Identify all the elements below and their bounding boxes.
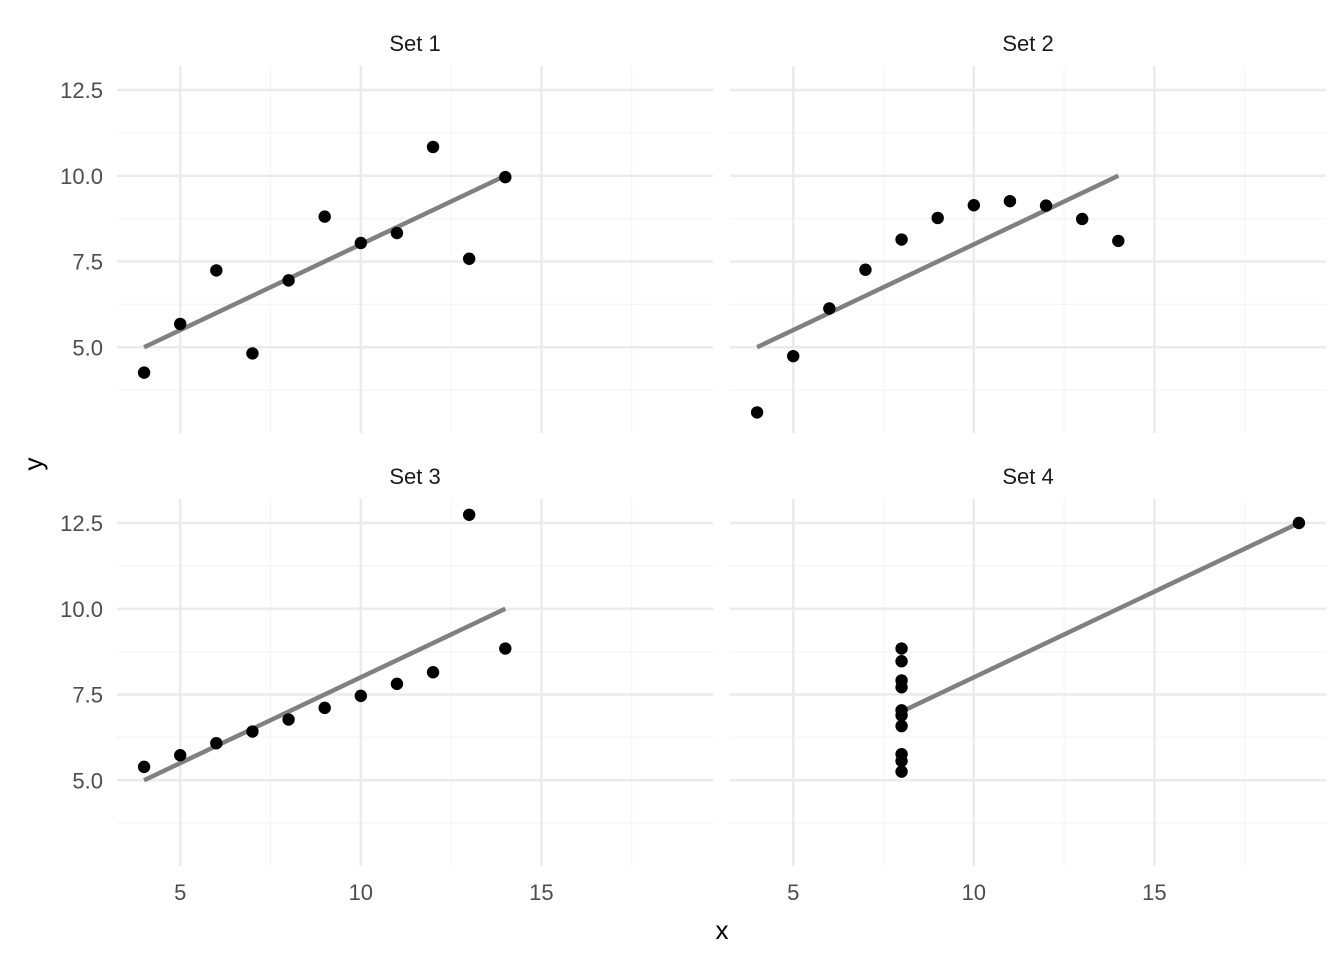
data-point <box>174 749 187 762</box>
y-tick-label: 10.0 <box>60 597 103 622</box>
data-point <box>426 666 440 679</box>
data-point <box>895 674 908 687</box>
data-point <box>895 765 908 778</box>
fit-line <box>143 173 507 350</box>
data-point <box>895 655 908 668</box>
data-point <box>967 199 981 212</box>
data-point <box>499 170 512 184</box>
data-point <box>246 725 259 738</box>
data-point <box>210 737 223 750</box>
data-point <box>1112 234 1125 248</box>
y-tick-label: 5.0 <box>72 768 103 793</box>
data-point <box>210 264 223 277</box>
data-point <box>462 508 476 521</box>
x-tick-label: 10 <box>962 880 986 905</box>
data-point <box>354 689 368 703</box>
y-tick-label: 7.5 <box>72 683 103 708</box>
panel-title: Set 2 <box>1002 31 1053 56</box>
data-point <box>318 701 331 715</box>
data-point <box>462 252 476 265</box>
panel-set-2: Set 2 <box>730 31 1326 433</box>
data-point <box>137 366 151 379</box>
data-point <box>1292 516 1306 530</box>
data-point <box>282 274 295 287</box>
data-point <box>390 677 404 691</box>
fit-line <box>756 173 1120 350</box>
y-tick-label: 12.5 <box>60 78 103 103</box>
panel-set-4: Set 4 5 10 15 <box>730 464 1326 905</box>
data-point <box>174 317 187 331</box>
data-point <box>823 302 836 315</box>
y-axis-title: y <box>18 458 48 471</box>
data-point <box>859 263 872 276</box>
panel-title: Set 1 <box>389 31 440 56</box>
data-point <box>426 140 440 154</box>
data-point <box>318 210 331 223</box>
fit-line <box>143 606 507 783</box>
data-point <box>931 211 944 225</box>
panel-set-1: Set 1 5.0 7.5 10.0 12.5 <box>60 31 713 433</box>
x-tick-label: 5 <box>174 880 186 905</box>
x-tick-label: 5 <box>787 880 799 905</box>
x-tick-label: 10 <box>349 880 373 905</box>
data-point <box>895 709 908 722</box>
x-tick-label: 15 <box>1142 880 1166 905</box>
data-point <box>282 713 295 726</box>
y-tick-label: 5.0 <box>72 335 103 360</box>
y-tick-label: 12.5 <box>60 511 103 536</box>
y-tick-label: 7.5 <box>72 250 103 275</box>
data-point <box>895 642 908 655</box>
x-tick-label: 15 <box>529 880 553 905</box>
data-point <box>390 226 404 240</box>
data-point <box>895 233 908 246</box>
data-point <box>354 236 368 250</box>
data-point <box>787 349 800 363</box>
data-point <box>499 642 512 655</box>
data-point <box>246 347 259 360</box>
data-point <box>895 719 908 733</box>
fit-line <box>900 520 1300 714</box>
data-point <box>750 406 764 419</box>
data-point <box>1003 194 1017 208</box>
panel-set-3: Set 3 5.0 7.5 10.0 12.5 5 10 15 <box>60 464 713 905</box>
panel-title: Set 3 <box>389 464 440 489</box>
data-point <box>1075 212 1089 226</box>
panel-title: Set 4 <box>1002 464 1053 489</box>
data-point <box>137 760 151 774</box>
data-point <box>1039 199 1053 212</box>
y-tick-label: 10.0 <box>60 164 103 189</box>
x-axis-title: x <box>716 915 729 945</box>
data-point <box>895 754 908 768</box>
